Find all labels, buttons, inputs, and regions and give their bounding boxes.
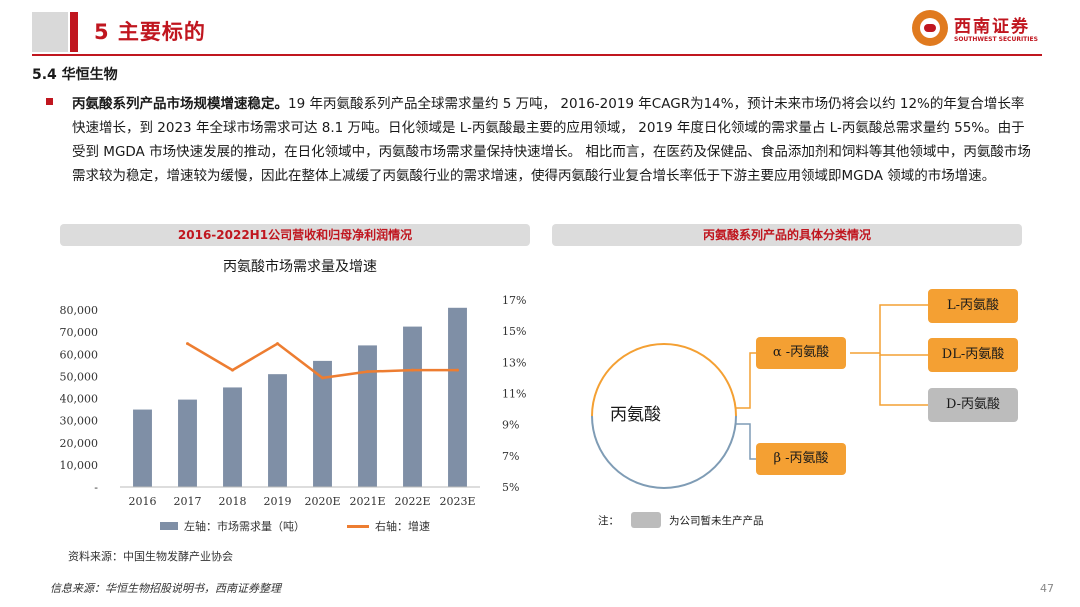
right-axis-tick-label: 7%: [502, 450, 519, 463]
node-l-alanine: L-丙氨酸: [928, 289, 1018, 323]
root-circle-arc-bottom: [591, 415, 737, 489]
node-d-alanine: D-丙氨酸: [928, 388, 1018, 422]
x-axis-tick-label: 2021E: [349, 495, 385, 508]
x-axis-tick-label: 2018: [219, 495, 247, 508]
legend-bar-series: 左轴：市场需求量（吨）: [160, 518, 305, 534]
paragraph-body: 19 年丙氨酸系列产品全球需求量约 5 万吨， 2016-2019 年CAGR为…: [72, 96, 1031, 184]
note-text: 为公司暂未生产产品: [669, 514, 764, 527]
connector-alpha-l: [850, 304, 928, 354]
left-axis-tick-label: -: [94, 481, 98, 494]
x-axis-tick-label: 2016: [129, 495, 157, 508]
paragraph-lead: 丙氨酸系列产品市场规模增速稳定。: [72, 96, 288, 112]
growth-rate-point: [186, 342, 189, 346]
x-axis-tick-label: 2023E: [439, 495, 475, 508]
left-axis-tick-label: 70,000: [60, 326, 98, 339]
legend-line-label: 右轴：增速: [375, 520, 430, 533]
node-beta-alanine: β -丙氨酸: [756, 443, 846, 475]
right-axis-tick-label: 11%: [502, 388, 526, 401]
page-title: 5 主要标的: [94, 20, 206, 44]
growth-rate-point: [231, 368, 234, 372]
demand-bar: [448, 307, 467, 487]
logo-name-cn: 西南证券: [954, 17, 1030, 37]
legend-line-swatch: [347, 524, 369, 528]
bullet-square-icon: [46, 98, 53, 105]
root-circle-arc-top: [591, 343, 737, 417]
demand-bar: [358, 345, 377, 487]
section-heading: 5.4 华恒生物: [32, 67, 118, 83]
left-axis-tick-label: 10,000: [60, 459, 98, 472]
classification-diagram: [591, 304, 928, 489]
legend-line-series: 右轴：增速: [347, 518, 430, 534]
right-axis-tick-label: 5%: [502, 481, 519, 494]
connector-root-alpha: [736, 352, 756, 409]
right-axis-tick-label: 15%: [502, 325, 526, 338]
right-axis-tick-label: 17%: [502, 294, 526, 307]
connector-alpha-d: [879, 355, 928, 406]
note-prefix: 注：: [598, 514, 619, 527]
connector-root-beta: [736, 423, 756, 460]
demand-bar: [268, 374, 287, 487]
left-panel-title: 2016-2022H1公司营收和归母净利润情况: [60, 224, 530, 246]
node-dl-alanine: DL-丙氨酸: [928, 338, 1018, 372]
growth-rate-point: [321, 376, 324, 380]
demand-bar: [178, 399, 197, 487]
x-axis-tick-label: 2017: [174, 495, 202, 508]
demand-bar: [133, 409, 152, 487]
header-divider: [32, 54, 1042, 56]
node-alpha-alanine: α -丙氨酸: [756, 337, 846, 369]
diagram-root-label: 丙氨酸: [610, 405, 661, 425]
header-red-bar: [70, 12, 78, 52]
left-axis-tick-label: 80,000: [60, 304, 98, 317]
header-gray-block: [32, 12, 68, 52]
page-number: 47: [1040, 582, 1054, 595]
chart-source: 资料来源：中国生物发酵产业协会: [68, 550, 233, 563]
company-logo: 西南证券 SOUTHWEST SECURITIES: [912, 10, 1052, 52]
growth-rate-point: [276, 342, 279, 346]
x-axis-tick-label: 2020E: [304, 495, 340, 508]
logo-name-en: SOUTHWEST SECURITIES: [954, 36, 1038, 43]
growth-rate-point: [411, 368, 414, 372]
left-axis-tick-label: 30,000: [60, 415, 98, 428]
growth-rate-point: [456, 368, 459, 372]
right-axis-tick-label: 13%: [502, 356, 526, 369]
connector-alpha-dl: [879, 353, 928, 356]
diagram-note: 注： 为公司暂未生产产品: [598, 512, 764, 528]
x-axis-tick-label: 2019: [264, 495, 292, 508]
x-axis-tick-label: 2022E: [394, 495, 430, 508]
left-axis-tick-label: 20,000: [60, 437, 98, 450]
logo-icon: [912, 10, 948, 46]
left-axis-tick-label: 50,000: [60, 370, 98, 383]
right-axis-tick-label: 9%: [502, 419, 519, 432]
chart-title: 丙氨酸市场需求量及增速: [223, 259, 377, 275]
left-axis-tick-label: 40,000: [60, 393, 98, 406]
demand-growth-chart: - 10,000 20,000 30,000 40,000 50,000 60,000 70,…: [60, 294, 526, 508]
legend-bar-label: 左轴：市场需求量（吨）: [184, 520, 305, 533]
demand-bar: [223, 387, 242, 487]
left-axis-tick-label: 60,000: [60, 348, 98, 361]
demand-bar: [403, 326, 422, 487]
body-paragraph: 丙氨酸系列产品市场规模增速稳定。19 年丙氨酸系列产品全球需求量约 5 万吨， …: [72, 92, 1032, 188]
growth-rate-point: [366, 370, 369, 374]
note-gray-swatch: [631, 512, 661, 528]
footer-source: 信息来源：华恒生物招股说明书，西南证券整理: [50, 582, 281, 595]
demand-bar: [313, 360, 332, 487]
legend-bar-swatch: [160, 522, 178, 530]
right-panel-title: 丙氨酸系列产品的具体分类情况: [552, 224, 1022, 246]
